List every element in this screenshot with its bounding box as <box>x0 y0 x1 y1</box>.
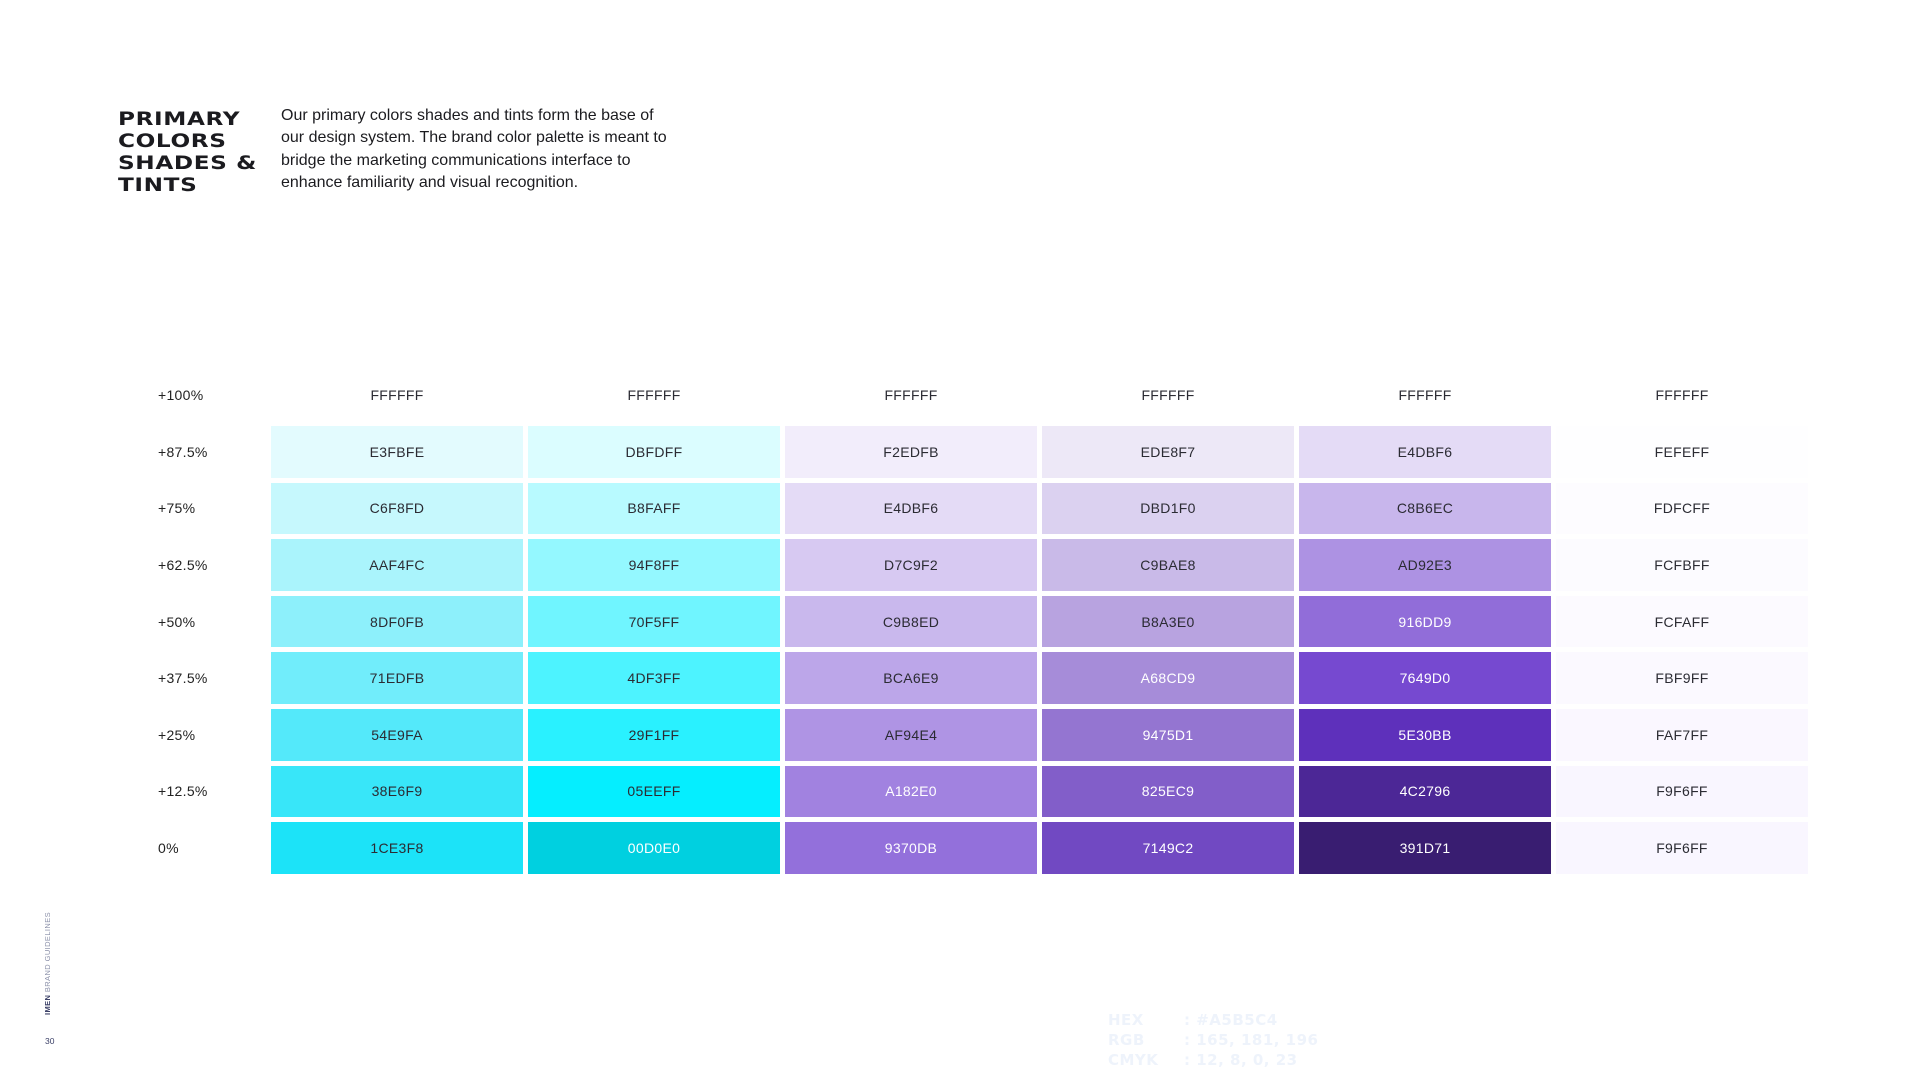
percentage-label: +87.5% <box>158 443 208 460</box>
title-line: PRIMARY <box>118 108 241 130</box>
color-swatch: B8FAFF <box>528 482 780 535</box>
color-swatch: 71EDFB <box>271 652 523 705</box>
color-swatch: 70F5FF <box>528 595 780 648</box>
spec-row: HEX : #A5B5C4 <box>1108 1010 1319 1030</box>
footer-section: BRAND GUIDELINES <box>43 911 52 993</box>
spec-row: RGB : 165, 181, 196 <box>1108 1030 1319 1050</box>
color-swatch: A68CD9 <box>1042 652 1294 705</box>
title-line: COLORS <box>118 130 227 152</box>
spec-row: CMYK : 12, 8, 0, 23 <box>1108 1050 1319 1070</box>
faded-color-spec: HEX : #A5B5C4 RGB : 165, 181, 196 CMYK :… <box>1108 1010 1319 1070</box>
color-swatch: FFFFFF <box>528 369 780 422</box>
color-swatch: FBF9FF <box>1556 652 1808 705</box>
percentage-label: +25% <box>158 726 196 743</box>
color-swatch: 5E30BB <box>1299 709 1551 761</box>
spec-key: RGB <box>1108 1031 1145 1049</box>
percentage-label: 0% <box>158 840 179 857</box>
percentage-label: +37.5% <box>158 670 208 687</box>
color-swatch: AD92E3 <box>1299 539 1551 591</box>
spec-value: : 12, 8, 0, 23 <box>1184 1051 1298 1069</box>
color-swatch: E4DBF6 <box>785 482 1037 535</box>
title-line: SHADES & <box>118 152 257 174</box>
color-swatch: 00D0E0 <box>528 822 780 874</box>
palette-table: +100% FFFFFF FFFFFF FFFFFF FFFFFF FFFFFF FFFFF… <box>158 367 1808 876</box>
color-swatch: FFFFFF <box>1299 369 1551 422</box>
percentage-label: +100% <box>158 387 204 404</box>
color-swatch: FFFFFF <box>1042 369 1294 422</box>
color-swatch: BCA6E9 <box>785 652 1037 705</box>
color-swatch: F2EDFB <box>785 426 1037 478</box>
color-swatch: C8B6EC <box>1299 482 1551 535</box>
color-swatch: C9BAE8 <box>1042 539 1294 591</box>
color-swatch: AAF4FC <box>271 539 523 591</box>
color-swatch: 391D71 <box>1299 822 1551 874</box>
footer-brand-name: IMEN <box>43 994 52 1015</box>
color-swatch: A182E0 <box>785 765 1037 818</box>
color-swatch: 4C2796 <box>1299 765 1551 818</box>
color-swatch: 05EEFF <box>528 765 780 818</box>
color-swatch: FCFBFF <box>1556 539 1808 591</box>
color-swatch: FDFCFF <box>1556 482 1808 535</box>
color-swatch: DBD1F0 <box>1042 482 1294 535</box>
color-swatch: EDE8F7 <box>1042 426 1294 478</box>
color-swatch: F9F6FF <box>1556 822 1808 874</box>
color-swatch: 29F1FF <box>528 709 780 761</box>
percentage-label: +62.5% <box>158 557 208 574</box>
spec-key: HEX <box>1108 1011 1144 1029</box>
intro-paragraph: Our primary colors shades and tints form… <box>281 107 667 192</box>
color-swatch: 7149C2 <box>1042 822 1294 874</box>
color-swatch: F9F6FF <box>1556 765 1808 818</box>
color-swatch: 54E9FA <box>271 709 523 761</box>
footer-brand: IMEN BRAND GUIDELINES <box>43 905 55 1015</box>
color-swatch: DBFDFF <box>528 426 780 478</box>
color-swatch: 1CE3F8 <box>271 822 523 874</box>
color-swatch: E4DBF6 <box>1299 426 1551 478</box>
percentage-label: +50% <box>158 613 196 630</box>
spec-key: CMYK <box>1108 1051 1159 1069</box>
color-swatch: E3FBFE <box>271 426 523 478</box>
color-swatch: 916DD9 <box>1299 595 1551 648</box>
color-swatch: AF94E4 <box>785 709 1037 761</box>
color-swatch: C6F8FD <box>271 482 523 535</box>
color-swatch: FFFFFF <box>785 369 1037 422</box>
page-title: PRIMARY COLORS SHADES & TINTS <box>118 108 301 196</box>
color-swatch: FEFEFF <box>1556 426 1808 478</box>
page-number: 30 <box>45 1036 55 1046</box>
spec-value: : #A5B5C4 <box>1184 1011 1278 1029</box>
color-swatch: 8DF0FB <box>271 595 523 648</box>
color-swatch: 94F8FF <box>528 539 780 591</box>
color-swatch: D7C9F2 <box>785 539 1037 591</box>
percentage-label: +12.5% <box>158 783 208 800</box>
color-swatch: FAF7FF <box>1556 709 1808 761</box>
color-swatch: 9475D1 <box>1042 709 1294 761</box>
title-line: TINTS <box>118 174 198 196</box>
color-swatch: FFFFFF <box>271 369 523 422</box>
color-swatch: FFFFFF <box>1556 369 1808 422</box>
color-swatch: 4DF3FF <box>528 652 780 705</box>
color-swatch: 825EC9 <box>1042 765 1294 818</box>
color-swatch: 7649D0 <box>1299 652 1551 705</box>
spec-value: : 165, 181, 196 <box>1184 1031 1319 1049</box>
percentage-label: +75% <box>158 500 196 517</box>
color-swatch: C9B8ED <box>785 595 1037 648</box>
color-swatch: 9370DB <box>785 822 1037 874</box>
color-swatch: 38E6F9 <box>271 765 523 818</box>
color-swatch: FCFAFF <box>1556 595 1808 648</box>
color-swatch: B8A3E0 <box>1042 595 1294 648</box>
